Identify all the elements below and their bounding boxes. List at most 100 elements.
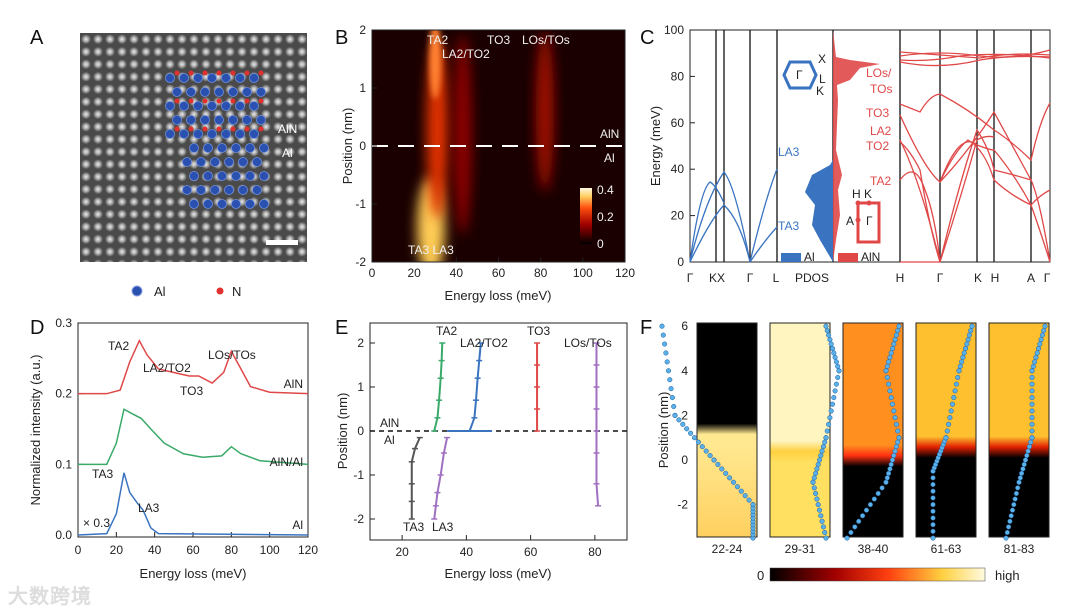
panel-label-b: B	[335, 27, 348, 49]
trace-point	[895, 328, 901, 334]
trace-point	[884, 374, 890, 381]
n-atom	[244, 98, 250, 104]
trace-point	[948, 408, 954, 414]
trace-point	[815, 461, 821, 468]
x-tick-label: H	[896, 271, 905, 285]
trace-point	[746, 497, 752, 503]
trace-point	[856, 518, 862, 524]
al-pdos	[805, 160, 833, 262]
trace-point	[715, 461, 721, 468]
al-atom	[242, 87, 252, 97]
bz-label: K	[864, 187, 872, 201]
trace-point	[738, 488, 744, 494]
atom-overlay	[165, 70, 269, 209]
trace-point	[964, 341, 970, 347]
trace-point	[886, 470, 892, 476]
panel-label-d: D	[30, 317, 44, 339]
trace-point	[1017, 475, 1023, 481]
trace-point	[1035, 345, 1042, 352]
trace-point	[893, 421, 899, 427]
legend-swatch-al	[781, 253, 801, 262]
trace-point	[734, 484, 740, 490]
trace-point	[691, 435, 698, 441]
trace-point	[1030, 363, 1036, 369]
trace-point	[818, 513, 824, 519]
annotation-la2-to2: LA2/TO2	[442, 47, 490, 61]
trace-point	[820, 524, 826, 530]
trace-point	[827, 337, 833, 343]
aln-branch	[1030, 189, 1051, 206]
trace-point	[665, 368, 672, 374]
y-tick-label: 60	[671, 116, 685, 130]
al-atom	[203, 143, 213, 153]
y-tick-label: 0.1	[55, 457, 72, 471]
al-atom	[189, 171, 199, 181]
strip-map	[915, 322, 977, 538]
trace-point	[893, 444, 899, 450]
panel-label-a: A	[30, 27, 44, 49]
trace-point	[1004, 529, 1010, 536]
annotation-ta3: TA3	[92, 467, 113, 481]
n-atom	[230, 98, 236, 104]
al-atom	[221, 73, 231, 83]
trace-point	[816, 507, 823, 513]
legend-label-al: Al	[804, 250, 815, 264]
x-tick-label: 60	[524, 545, 538, 559]
trace-point	[730, 479, 737, 485]
y-tick-label: 2	[681, 408, 688, 422]
trace-point	[1022, 457, 1029, 463]
series-line	[433, 342, 444, 432]
trace-point	[818, 452, 824, 459]
al-atom	[238, 185, 248, 195]
trace-point	[1029, 388, 1035, 394]
trace-point	[966, 332, 972, 338]
trace-point	[663, 350, 669, 356]
annotation-la2-to2: LA2/TO2	[143, 361, 191, 375]
y-axis-label: Position (nm)	[335, 393, 350, 470]
al-atom	[214, 115, 224, 125]
trace-point	[823, 435, 829, 441]
n-atom	[174, 70, 180, 76]
aln-branch	[899, 55, 1051, 67]
bz-label: L	[819, 72, 826, 86]
aln-branch	[899, 53, 1051, 62]
trace-point	[833, 381, 839, 387]
y-tick-label: 0	[677, 255, 684, 269]
trace-point	[860, 513, 866, 519]
trace-point	[707, 452, 713, 459]
n-atom	[174, 126, 180, 132]
scale-note: × 0.3	[83, 516, 110, 530]
strip-label: 81-83	[1004, 542, 1035, 556]
trace-point	[742, 493, 748, 499]
al-atom	[249, 101, 259, 111]
x-tick-label: 80	[588, 545, 602, 559]
n-atom	[202, 98, 208, 104]
n-atom	[244, 126, 250, 132]
strip-map	[842, 322, 904, 538]
n-atom	[188, 98, 194, 104]
strip-map	[988, 322, 1050, 538]
trace-point	[829, 401, 836, 407]
trace-point	[671, 403, 677, 410]
strip-label: 38-40	[858, 542, 889, 556]
x-tick-label: 40	[460, 545, 474, 559]
legend-swatch-aln	[838, 253, 858, 262]
series-label: AlN/Al	[270, 455, 303, 469]
trace-point	[1009, 507, 1016, 513]
legend-al-dot	[131, 285, 143, 297]
trace-point	[896, 323, 902, 329]
trace-point	[1013, 490, 1019, 497]
trace-point	[813, 470, 819, 476]
y-tick-label: 80	[671, 69, 685, 83]
trace-point	[1006, 524, 1012, 530]
y-tick-label: 2	[359, 23, 366, 37]
al-atom	[179, 73, 189, 83]
series-label: LA2/TO2	[460, 336, 508, 350]
trace-point	[955, 374, 961, 381]
al-atom	[259, 143, 269, 153]
y-tick-label: 4	[681, 364, 688, 378]
trace-point	[1011, 502, 1017, 508]
trace-point	[889, 457, 896, 463]
aln-branch	[899, 128, 1051, 263]
